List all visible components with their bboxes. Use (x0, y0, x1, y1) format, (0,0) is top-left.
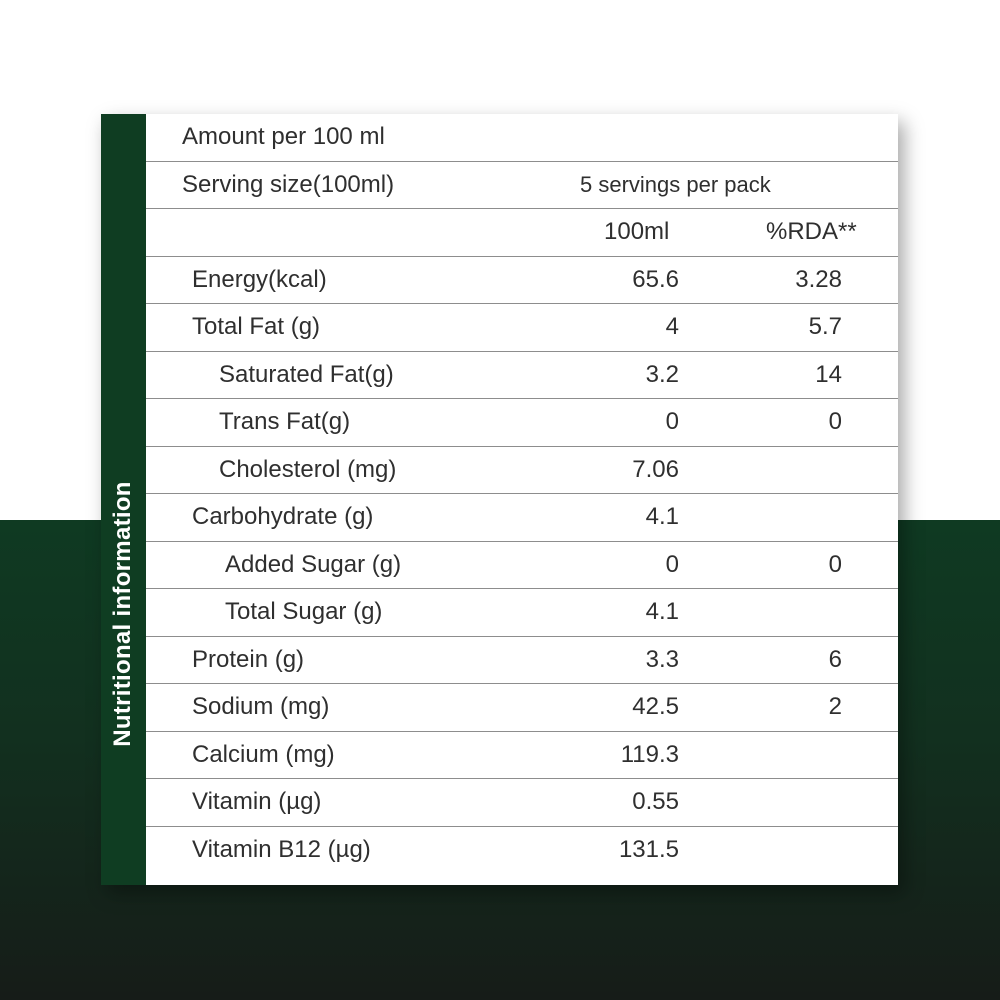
table-row: Calcium (mg) 119.3 (146, 732, 898, 779)
nutrient-rows: Energy(kcal) 65.6 3.28 Total Fat (g) 4 5.7 Sat… (146, 257, 898, 875)
nutrient-rda: 5.7 (808, 313, 842, 341)
nutrient-value: 7.06 (632, 455, 679, 483)
sidebar-title: Nutritional information (109, 481, 136, 747)
table-row: Vitamin (µg) 0.55 (146, 779, 898, 827)
nutrient-rda: 0 (828, 550, 842, 578)
nutrient-value: 3.2 (645, 360, 679, 388)
nutrient-label: Cholesterol (mg) (219, 455, 397, 483)
nutrient-value: 42.5 (632, 693, 679, 721)
column-header-rda: %RDA** (766, 218, 857, 246)
column-header-amount: 100ml (604, 218, 670, 246)
nutrient-label: Total Sugar (g) (225, 598, 383, 626)
nutrient-label: Added Sugar (g) (225, 550, 402, 578)
nutrient-value: 4 (665, 313, 679, 341)
header-serving-row: Serving size(100ml) 5 servings per pack (146, 162, 898, 209)
nutrient-rda: 2 (828, 693, 842, 721)
nutrient-value: 4.1 (645, 598, 679, 626)
column-header-row: 100ml %RDA** (146, 209, 898, 257)
nutrition-table: Amount per 100 ml Serving size(100ml) 5 … (146, 114, 898, 874)
table-row: Added Sugar (g) 0 0 (146, 542, 898, 589)
nutrient-label: Energy(kcal) (192, 265, 327, 293)
nutrient-label: Carbohydrate (g) (192, 503, 374, 531)
table-row: Energy(kcal) 65.6 3.28 (146, 257, 898, 304)
nutrient-label: Vitamin B12 (µg) (192, 836, 371, 864)
header-amount-row: Amount per 100 ml (146, 114, 898, 162)
nutrient-label: Saturated Fat(g) (219, 360, 394, 388)
table-row: Trans Fat(g) 0 0 (146, 399, 898, 447)
nutrition-label-card: Nutritional information Amount per 100 m… (101, 114, 898, 885)
nutrient-label: Sodium (mg) (192, 693, 330, 721)
nutrient-label: Protein (g) (192, 645, 305, 673)
serving-size-label: Serving size(100ml) (182, 170, 395, 198)
nutrient-label: Calcium (mg) (192, 740, 335, 768)
table-row: Sodium (mg) 42.5 2 (146, 684, 898, 732)
amount-per-label: Amount per 100 ml (182, 123, 385, 151)
nutrient-rda: 3.28 (795, 265, 842, 293)
nutrient-value: 4.1 (645, 503, 679, 531)
nutrient-value: 131.5 (618, 836, 679, 864)
nutrient-label: Total Fat (g) (192, 313, 321, 341)
sidebar: Nutritional information (101, 114, 146, 885)
nutrient-label: Vitamin (µg) (192, 788, 322, 816)
table-row: Total Sugar (g) 4.1 (146, 589, 898, 637)
nutrient-rda: 0 (828, 408, 842, 436)
table-row: Protein (g) 3.3 6 (146, 637, 898, 684)
nutrient-rda: 14 (815, 360, 842, 388)
table-row: Vitamin B12 (µg) 131.5 (146, 827, 898, 875)
nutrient-value: 0.55 (632, 788, 679, 816)
nutrient-rda: 6 (828, 645, 842, 673)
nutrient-value: 0 (665, 408, 679, 436)
nutrient-label: Trans Fat(g) (219, 408, 351, 436)
table-row: Carbohydrate (g) 4.1 (146, 494, 898, 542)
table-row: Cholesterol (mg) 7.06 (146, 447, 898, 494)
nutrient-value: 65.6 (632, 265, 679, 293)
servings-per-pack: 5 servings per pack (580, 171, 771, 197)
table-row: Total Fat (g) 4 5.7 (146, 304, 898, 352)
nutrient-value: 0 (665, 550, 679, 578)
table-row: Saturated Fat(g) 3.2 14 (146, 352, 898, 399)
nutrient-value: 119.3 (620, 740, 679, 768)
nutrient-value: 3.3 (645, 645, 679, 673)
